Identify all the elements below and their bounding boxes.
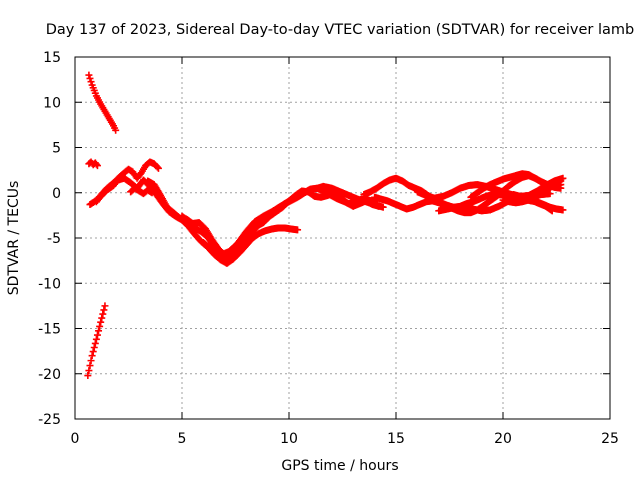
data-point (153, 163, 161, 171)
y-tick-label: 0 (52, 186, 61, 202)
y-tick-label: -25 (38, 412, 61, 428)
data-point (84, 372, 92, 380)
series-arc-14 (467, 170, 565, 201)
x-tick-label: 5 (178, 431, 187, 447)
data-point (85, 71, 93, 79)
data-point (88, 352, 96, 360)
chart-title: Day 137 of 2023, Sidereal Day-to-day VTE… (46, 22, 635, 38)
data-point (86, 74, 94, 82)
data-point (92, 335, 100, 343)
series-arc-16 (510, 191, 556, 215)
y-tick-labels: -25 -20 -15 -10 -5 0 5 10 15 (38, 50, 61, 428)
data-point (87, 78, 95, 86)
x-tick-labels: 0 5 10 15 20 25 (71, 431, 619, 447)
data-point (86, 362, 94, 370)
y-tick-label: -10 (38, 276, 61, 292)
x-tick-label: 25 (601, 431, 619, 447)
data-point (154, 164, 162, 172)
data-point (91, 339, 99, 347)
data-point (294, 226, 302, 234)
x-tick-label: 20 (494, 431, 512, 447)
series-arc-9 (199, 182, 387, 259)
data-point (92, 160, 100, 168)
data-points (84, 71, 567, 380)
y-tick-label: 10 (43, 95, 61, 111)
y-tick-label: -15 (38, 322, 61, 338)
series-arc-1 (85, 71, 120, 134)
series-arc-6 (127, 184, 156, 198)
y-tick-label: -20 (38, 367, 61, 383)
data-point (87, 357, 95, 365)
data-point (559, 206, 567, 214)
data-point (95, 327, 103, 335)
data-point (557, 177, 565, 185)
data-point (93, 162, 101, 170)
x-axis-label: GPS time / hours (281, 458, 398, 474)
data-point (99, 310, 107, 318)
x-tick-label: 0 (71, 431, 80, 447)
data-point (148, 189, 156, 197)
series-arc-3 (84, 302, 109, 380)
tick-marks (74, 56, 611, 420)
data-point (85, 367, 93, 375)
data-point (100, 306, 108, 314)
x-tick-label: 10 (280, 431, 298, 447)
data-point (112, 126, 120, 134)
series-arc-2 (85, 158, 101, 170)
grid (75, 57, 610, 419)
data-point (97, 318, 105, 326)
y-tick-label: -5 (47, 231, 61, 247)
x-tick-label: 15 (387, 431, 405, 447)
data-point (98, 314, 106, 322)
data-point (548, 207, 556, 215)
y-tick-label: 5 (52, 141, 61, 157)
data-point (90, 344, 98, 352)
data-point (89, 348, 97, 356)
data-point (379, 203, 387, 211)
data-point (101, 302, 109, 310)
data-point (93, 331, 101, 339)
y-axis-label: SDTVAR / TECUs (6, 181, 22, 296)
data-point (96, 322, 104, 330)
y-tick-label: 15 (43, 50, 61, 66)
